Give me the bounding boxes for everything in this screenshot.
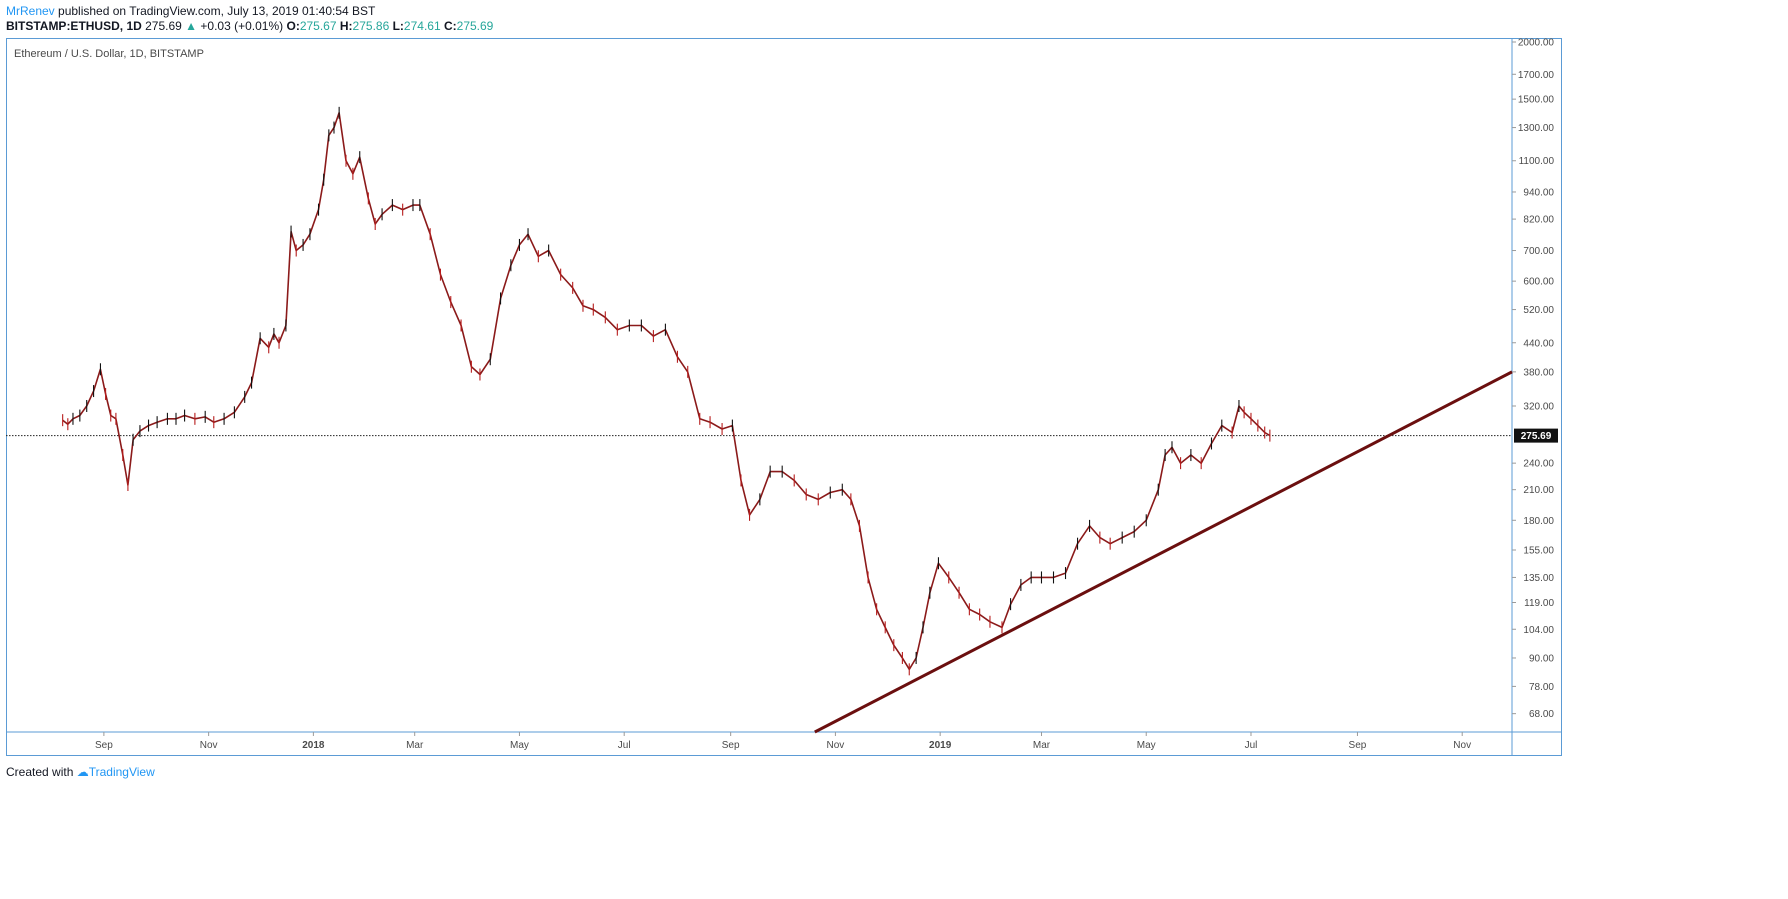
open-value: 275.67: [299, 19, 337, 33]
low-value: 274.61: [403, 19, 441, 33]
up-arrow-icon: ▲: [185, 19, 198, 33]
close-label: C:: [443, 19, 457, 33]
footer: Created with ☁TradingView: [6, 765, 155, 779]
published-text: published on TradingView.com, July 13, 2…: [58, 4, 376, 18]
created-with-text: Created with: [6, 765, 74, 779]
ohlc-line: BITSTAMP:ETHUSD, 1D 275.69 ▲ +0.03 (+0.0…: [6, 19, 493, 33]
open-label: O:: [286, 19, 300, 33]
low-label: L:: [392, 19, 404, 33]
last-price: 275.69: [145, 19, 182, 33]
tradingview-logo-icon: ☁: [76, 765, 89, 779]
high-label: H:: [339, 19, 353, 33]
tradingview-link[interactable]: TradingView: [88, 765, 155, 779]
close-value: 275.69: [456, 19, 494, 33]
price-change: +0.03 (+0.01%): [200, 19, 284, 33]
high-value: 275.86: [352, 19, 390, 33]
symbol-label: BITSTAMP:ETHUSD, 1D: [6, 19, 142, 33]
chart-frame[interactable]: [6, 38, 1562, 756]
publish-line: MrRenev published on TradingView.com, Ju…: [6, 4, 375, 18]
author-link[interactable]: MrRenev: [6, 4, 55, 18]
